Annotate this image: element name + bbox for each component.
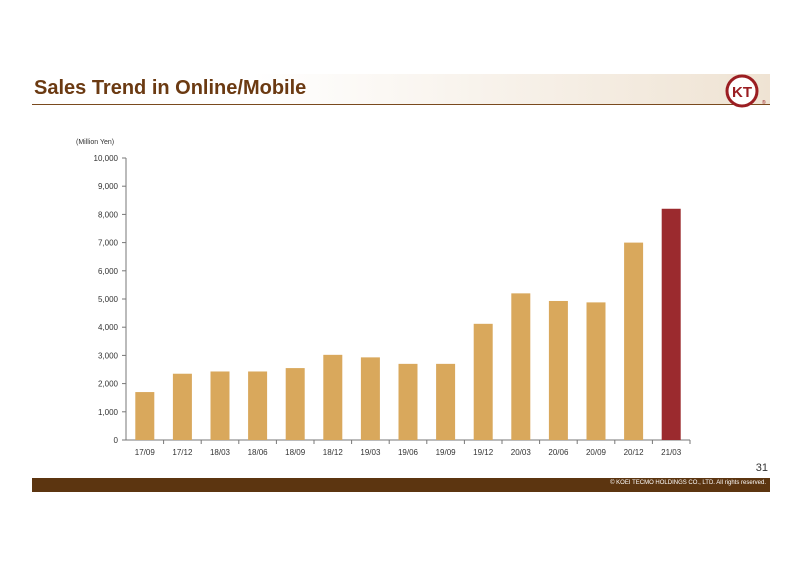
bar xyxy=(548,300,568,440)
y-tick-label: 7,000 xyxy=(98,239,119,248)
title-bar: Sales Trend in Online/Mobile xyxy=(32,74,770,105)
y-tick-label: 10,000 xyxy=(94,154,119,163)
bar xyxy=(172,373,192,440)
bar xyxy=(586,302,606,440)
svg-text:KT: KT xyxy=(732,84,752,101)
y-tick-label: 2,000 xyxy=(98,380,119,389)
x-tick-label: 18/09 xyxy=(285,448,306,457)
x-tick-label: 20/12 xyxy=(624,448,645,457)
footer-bar: © KOEI TECMO HOLDINGS CO., LTD. All righ… xyxy=(32,478,770,492)
y-unit-label: (Million Yen) xyxy=(76,139,114,146)
svg-text:®: ® xyxy=(762,99,766,106)
x-tick-label: 19/12 xyxy=(473,448,494,457)
bar xyxy=(323,354,343,440)
x-tick-label: 19/09 xyxy=(436,448,457,457)
x-tick-label: 19/03 xyxy=(360,448,381,457)
y-tick-label: 9,000 xyxy=(98,182,119,191)
bar xyxy=(473,323,493,440)
x-tick-label: 18/06 xyxy=(248,448,269,457)
x-tick-label: 21/03 xyxy=(661,448,682,457)
bar xyxy=(661,208,681,440)
bar xyxy=(511,293,531,440)
y-tick-label: 1,000 xyxy=(98,408,119,417)
bar xyxy=(285,368,305,440)
y-tick-label: 8,000 xyxy=(98,210,119,219)
page-number: 31 xyxy=(755,462,768,474)
bar xyxy=(436,363,456,440)
bar xyxy=(360,357,380,440)
x-tick-label: 20/03 xyxy=(511,448,532,457)
y-tick-label: 6,000 xyxy=(98,267,119,276)
x-tick-label: 17/12 xyxy=(172,448,193,457)
x-tick-label: 18/03 xyxy=(210,448,231,457)
bar xyxy=(398,363,418,440)
x-tick-label: 20/09 xyxy=(586,448,607,457)
y-tick-label: 0 xyxy=(114,436,119,445)
bar xyxy=(624,242,644,440)
y-tick-label: 4,000 xyxy=(98,323,119,332)
bar xyxy=(210,371,230,440)
koei-tecmo-logo-icon: KT ® xyxy=(725,74,766,108)
y-tick-label: 5,000 xyxy=(98,295,119,304)
copyright-text: © KOEI TECMO HOLDINGS CO., LTD. All righ… xyxy=(610,480,766,486)
x-tick-label: 19/06 xyxy=(398,448,419,457)
x-tick-label: 17/09 xyxy=(135,448,156,457)
y-tick-label: 3,000 xyxy=(98,351,119,360)
x-tick-label: 18/12 xyxy=(323,448,344,457)
bar xyxy=(248,371,268,440)
bar xyxy=(135,392,155,440)
page-title: Sales Trend in Online/Mobile xyxy=(34,77,307,99)
x-tick-label: 20/06 xyxy=(548,448,569,457)
